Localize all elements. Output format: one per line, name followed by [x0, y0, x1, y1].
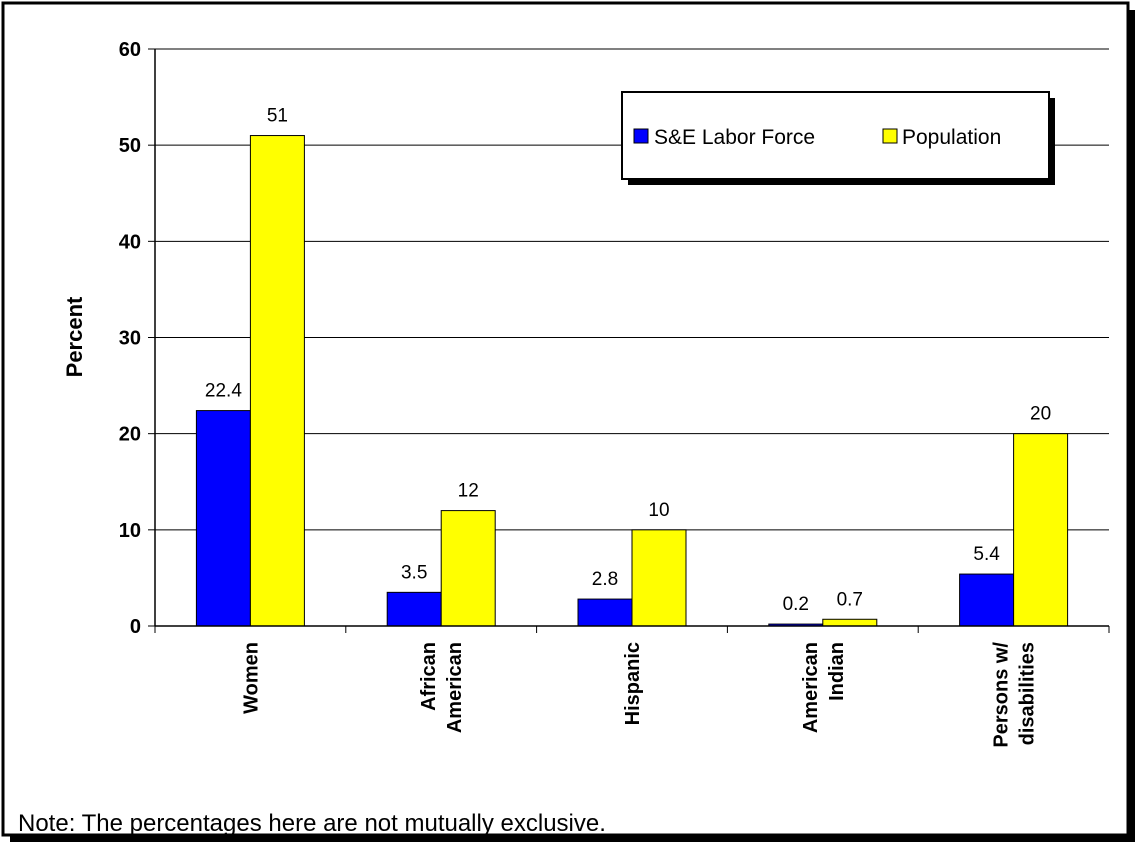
data-label-s-e-labor-force: 2.8	[592, 569, 618, 590]
y-axis-title: Percent	[62, 296, 87, 377]
bar-s-e-labor-force	[195, 410, 251, 627]
data-label-population: 10	[648, 500, 669, 521]
category-label: Women	[240, 642, 262, 714]
axes	[148, 48, 1110, 633]
data-label-population: 51	[267, 106, 288, 127]
y-tick-label: 0	[130, 616, 141, 638]
bar-population	[631, 529, 687, 627]
legend-swatch-s-e-labor-force	[633, 128, 649, 144]
data-label-s-e-labor-force: 5.4	[973, 544, 1000, 565]
legend-label-population: Population	[902, 126, 1001, 149]
y-tick-label: 10	[119, 520, 141, 542]
category-label: Hispanic	[622, 642, 644, 725]
legend-swatch-population	[882, 128, 898, 144]
bar-population	[249, 135, 305, 627]
legend-box	[621, 91, 1050, 180]
data-label-population: 20	[1030, 404, 1051, 425]
category-label-line: Persons w/	[991, 642, 1013, 748]
category-label: American Indian	[800, 642, 848, 733]
data-label-s-e-labor-force: 3.5	[401, 562, 427, 583]
data-labels: 22.4 51 3.5 12 2.8 10 0.2 0.7 5.4 20	[205, 106, 1051, 616]
data-label-population: 0.7	[837, 589, 863, 610]
y-tick-label: 40	[119, 231, 141, 253]
bar-population	[1013, 433, 1069, 627]
data-label-population: 12	[458, 481, 479, 502]
category-label-line: Women	[240, 642, 262, 714]
category-label-line: American	[444, 642, 466, 733]
y-tick-label: 50	[119, 135, 141, 157]
data-label-s-e-labor-force: 0.2	[783, 594, 809, 615]
bar-population	[822, 618, 878, 627]
category-label-line: disabilities	[1017, 642, 1039, 745]
y-tick-label: 60	[119, 39, 141, 61]
category-label-line: American	[800, 642, 822, 733]
bar-population	[440, 510, 496, 627]
legend: S&E Labor Force Population	[621, 91, 1055, 185]
category-label-line: Indian	[826, 642, 848, 701]
bar-s-e-labor-force	[577, 598, 633, 627]
chart-note: Note: The percentages here are not mutua…	[18, 810, 606, 837]
y-tick-label: 20	[119, 424, 141, 446]
bar-s-e-labor-force	[386, 591, 442, 627]
y-tick-labels: 0 10 20 30 40 50 60	[119, 39, 141, 638]
category-label-line: Hispanic	[622, 642, 644, 725]
data-label-s-e-labor-force: 22.4	[205, 381, 242, 402]
category-label-line: African	[418, 642, 440, 711]
category-label: Persons w/disabilities	[991, 642, 1039, 748]
category-label: African American	[418, 642, 466, 733]
bars	[195, 135, 1069, 627]
y-tick-label: 30	[119, 328, 141, 350]
category-labels: Women African American Hispanic American Indi…	[240, 642, 1038, 748]
legend-label-s-e-labor-force: S&E Labor Force	[654, 126, 815, 149]
bar-s-e-labor-force	[959, 573, 1015, 627]
